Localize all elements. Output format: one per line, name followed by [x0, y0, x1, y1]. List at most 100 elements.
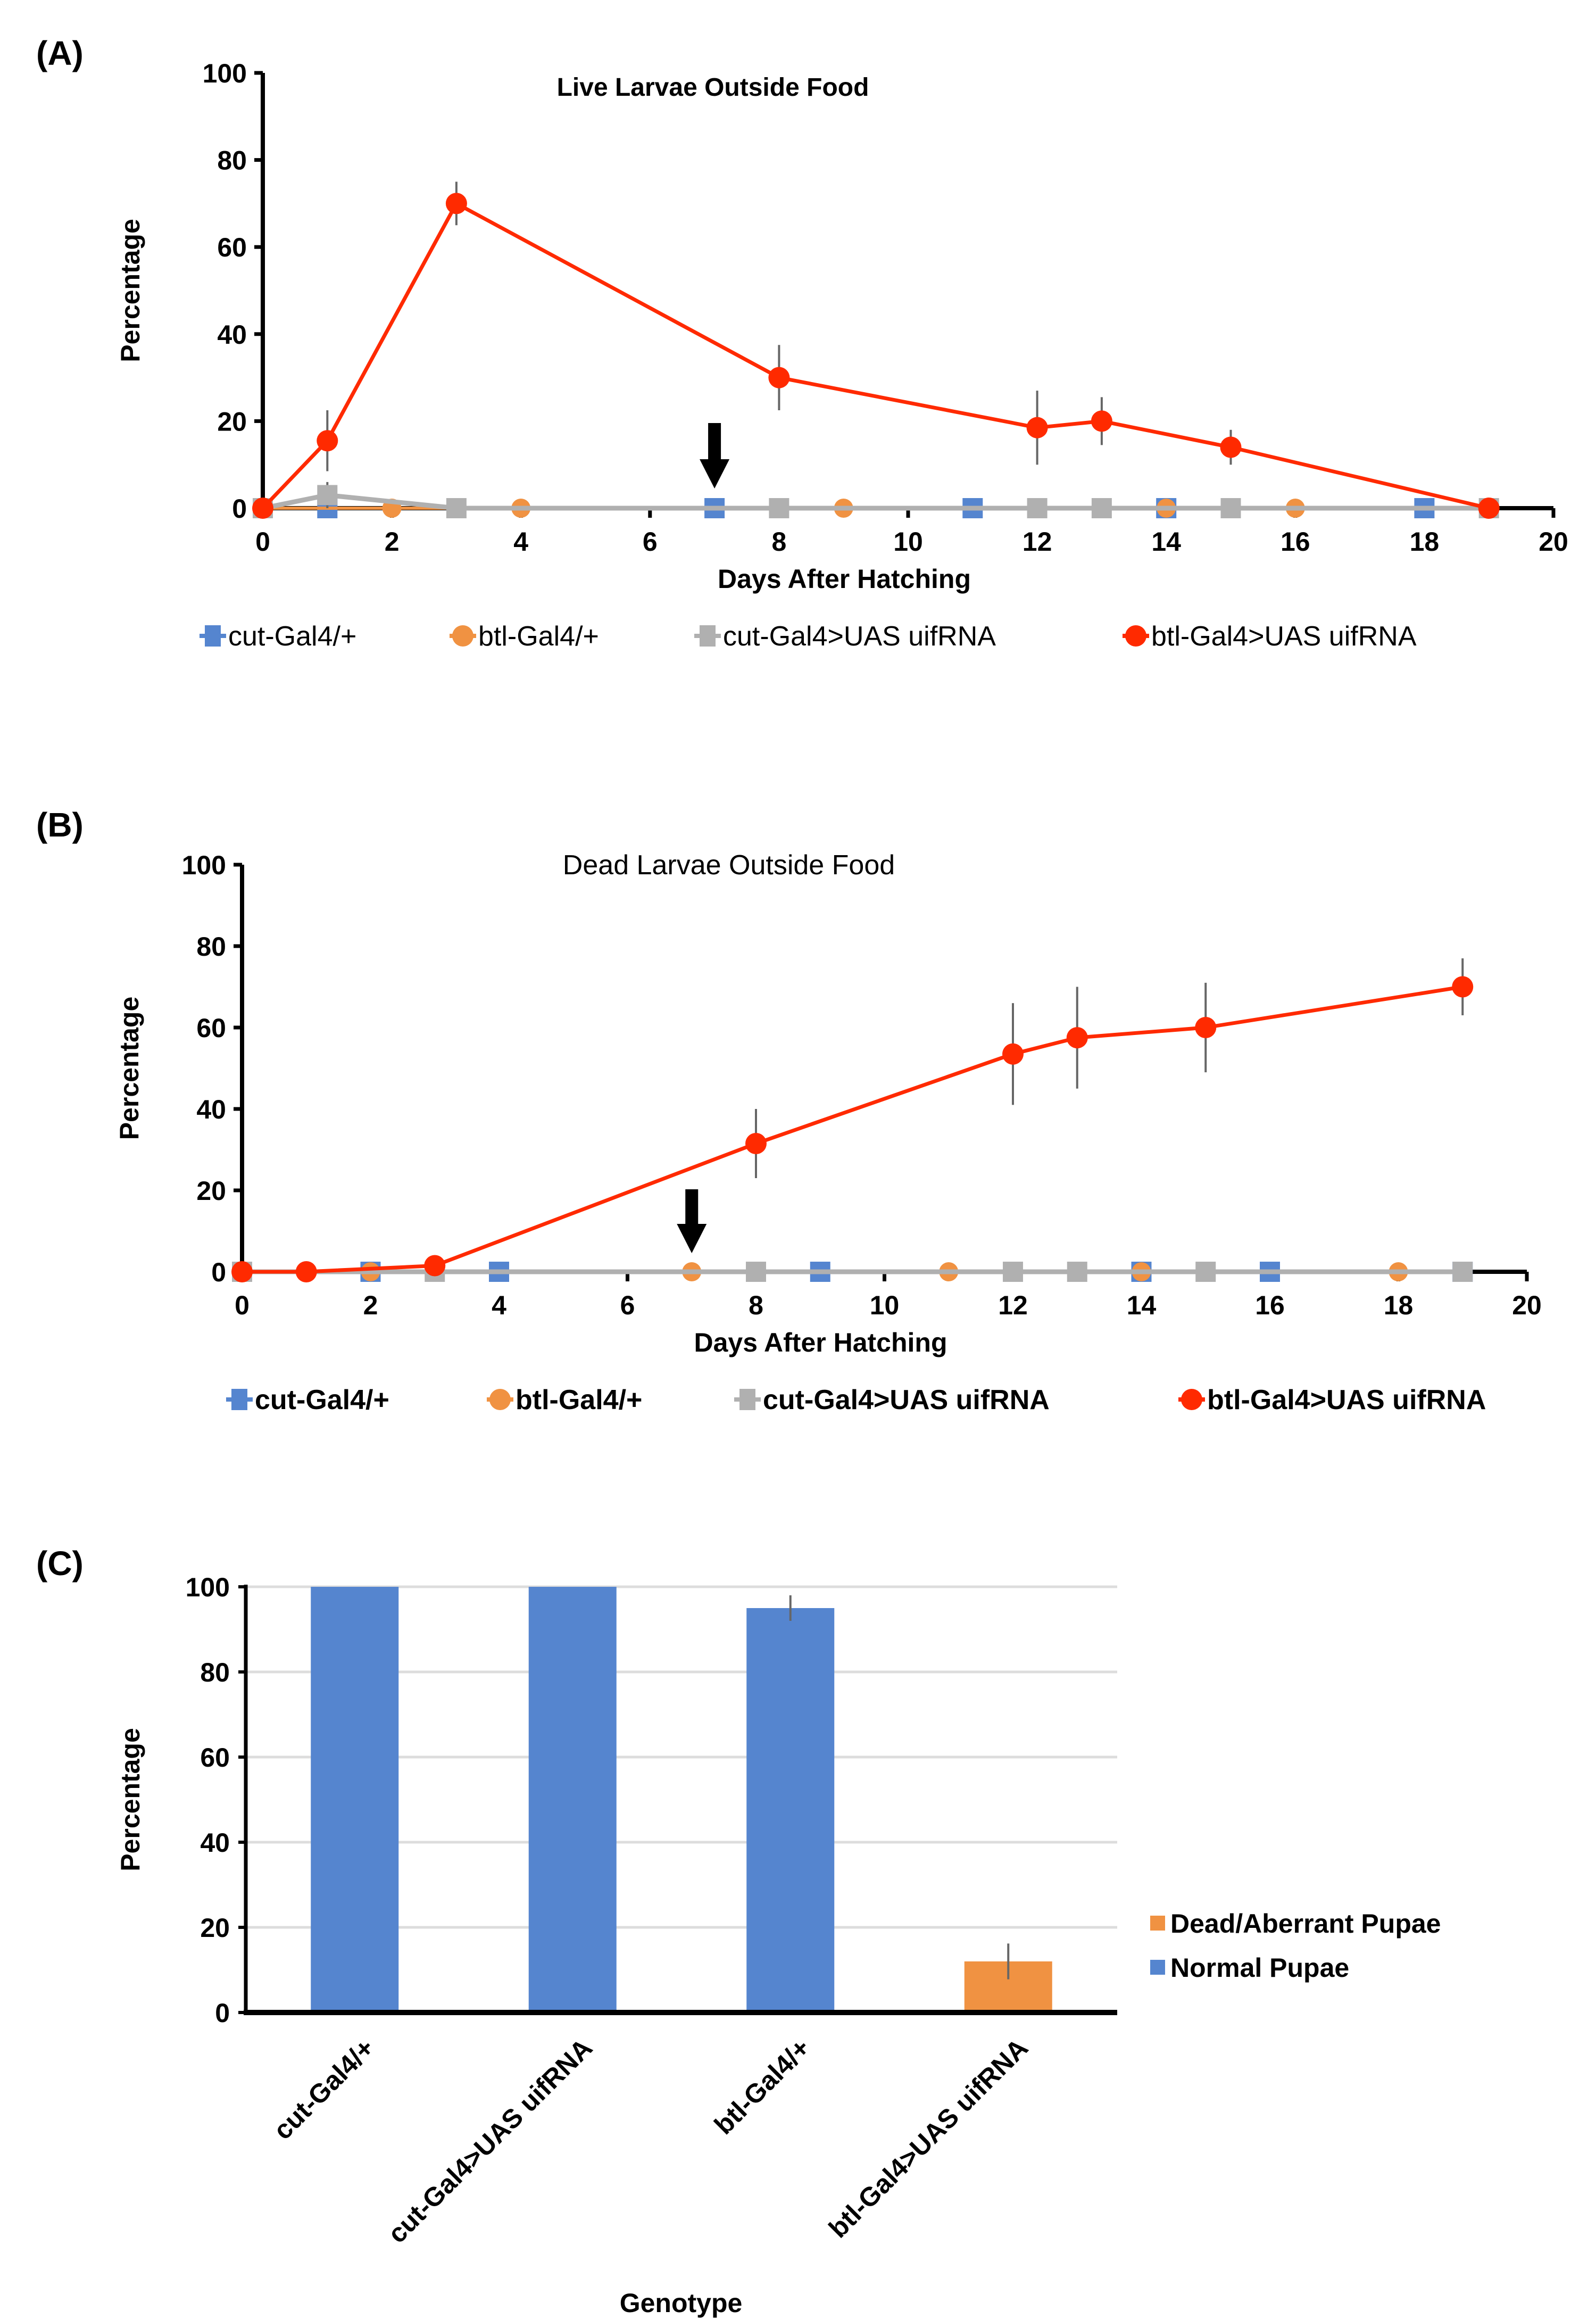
live-larvae-data-point	[769, 498, 789, 518]
dead-larvae-legend-label: cut-Gal4/+	[255, 1385, 389, 1415]
pupae-legend-label: Normal Pupae	[1170, 1953, 1349, 1983]
dead-larvae-legend-marker	[231, 1389, 247, 1410]
dead-larvae-data-point	[1066, 1027, 1088, 1049]
live-larvae-x-tick-label: 12	[1023, 527, 1052, 557]
live-larvae-legend-label: btl-Gal4>UAS uifRNA	[1151, 621, 1417, 652]
live-larvae-x-tick-label: 4	[513, 527, 528, 557]
panel-c: (C) 0 20 40 60 80 100 Percentage cut-Gal4/+ cut-…	[36, 1544, 1441, 2318]
dead-larvae-legend-marker	[739, 1389, 755, 1410]
pupae-legend-swatch	[1150, 1960, 1165, 1975]
pupae-y-tick-label: 20	[200, 1913, 230, 1943]
live-larvae-data-point	[446, 498, 467, 518]
panel-b: (B) Dead Larvae Outside Food020406080100…	[36, 806, 1542, 1415]
pupae-y-axis-title: Percentage	[115, 1728, 145, 1871]
live-larvae-x-tick-label: 16	[1281, 527, 1310, 557]
dead-larvae-y-tick-label: 60	[196, 1013, 226, 1043]
dead-larvae-y-tick-label: 40	[196, 1095, 226, 1124]
panel-label-c: (C)	[36, 1544, 84, 1583]
live-larvae-x-tick-label: 0	[255, 527, 270, 557]
dead-larvae-x-tick-label: 16	[1255, 1290, 1285, 1320]
dead-larvae-chart-title: Dead Larvae Outside Food	[563, 850, 895, 881]
live-larvae-x-tick-label: 8	[771, 527, 786, 557]
pupae-x-tick-label: cut-Gal4>UAS uifRNA	[382, 2033, 598, 2249]
pupae-y-tick-label: 40	[200, 1828, 230, 1858]
dead-larvae-arrow-annotation	[677, 1189, 707, 1253]
dead-larvae-legend-label: cut-Gal4>UAS uifRNA	[763, 1385, 1050, 1415]
dead-larvae-x-tick-label: 8	[749, 1290, 763, 1320]
dead-larvae-data-point	[1195, 1017, 1217, 1038]
live-larvae-legend-label: cut-Gal4>UAS uifRNA	[723, 621, 996, 652]
live-larvae-data-point	[1026, 417, 1048, 438]
dead-larvae-legend-marker	[489, 1389, 511, 1410]
dead-larvae-x-tick-label: 10	[870, 1290, 900, 1320]
live-larvae-data-point	[1478, 498, 1500, 519]
live-larvae-y-tick-label: 80	[217, 146, 247, 176]
dead-larvae-data-point	[1002, 1043, 1024, 1065]
pupae-x-tick-label: btl-Gal4/+	[709, 2033, 816, 2140]
dead-larvae-series-line-3	[242, 985, 1463, 1274]
live-larvae-data-point	[252, 498, 273, 519]
live-larvae-data-point	[317, 430, 338, 452]
live-larvae-series-line-2	[262, 492, 1489, 511]
dead-larvae-y-tick-label: 20	[196, 1176, 226, 1206]
dead-larvae-data-point	[1067, 1262, 1087, 1282]
live-larvae-x-tick-label: 18	[1410, 527, 1440, 557]
dead-larvae-legend-marker	[1181, 1389, 1202, 1410]
live-larvae-y-tick-label: 20	[217, 407, 247, 436]
dead-larvae-x-tick-label: 18	[1384, 1290, 1414, 1320]
pupae-x-axis-title: Genotype	[620, 2288, 743, 2318]
dead-larvae-data-point	[424, 1255, 446, 1277]
live-larvae-legend-marker	[452, 625, 473, 647]
dead-larvae-x-tick-label: 12	[998, 1290, 1028, 1320]
live-larvae-data-point	[1091, 410, 1112, 432]
pupae-legend-label: Dead/Aberrant Pupae	[1170, 1909, 1441, 1939]
dead-larvae-x-tick-label: 6	[620, 1290, 635, 1320]
live-larvae-arrow-annotation	[700, 423, 730, 488]
dead-larvae-data-point	[295, 1261, 317, 1282]
pupae-bar	[746, 1608, 835, 2012]
live-larvae-y-tick-label: 0	[232, 494, 247, 524]
dead-larvae-y-axis-title: Percentage	[114, 997, 144, 1140]
live-larvae-x-axis-title: Days After Hatching	[718, 564, 971, 594]
live-larvae-legend-marker	[1125, 625, 1146, 647]
dead-larvae-x-tick-label: 4	[492, 1290, 506, 1320]
pupae-bar	[311, 1587, 399, 2012]
dead-larvae-data-point	[1195, 1262, 1216, 1282]
live-larvae-y-tick-label: 60	[217, 233, 247, 262]
pupae-y-tick-label: 100	[186, 1572, 230, 1602]
live-larvae-y-tick-label: 40	[217, 320, 247, 350]
live-larvae-y-tick-label: 100	[203, 59, 247, 88]
live-larvae-y-axis-title: Percentage	[115, 219, 145, 362]
pupae-bar	[528, 1587, 617, 2012]
live-larvae-legend-label: cut-Gal4/+	[228, 621, 356, 652]
dead-larvae-data-point	[746, 1262, 766, 1282]
live-larvae-series-line-3	[261, 201, 1490, 510]
live-larvae-data-point	[1027, 498, 1048, 518]
live-larvae-x-tick-label: 6	[643, 527, 658, 557]
dead-larvae-y-tick-label: 0	[211, 1257, 226, 1287]
live-larvae-x-tick-label: 20	[1539, 527, 1568, 557]
live-larvae-legend-marker	[700, 625, 716, 647]
pupae-y-tick-label: 0	[215, 1998, 230, 2028]
live-larvae-data-point	[1091, 498, 1112, 518]
panel-label-b: (B)	[36, 806, 84, 844]
live-larvae-data-point	[1220, 498, 1241, 518]
panel-label-a: (A)	[36, 34, 84, 72]
dead-larvae-legend-label: btl-Gal4/+	[516, 1385, 642, 1415]
live-larvae-data-point	[445, 193, 467, 214]
dead-larvae-x-tick-label: 20	[1512, 1290, 1542, 1320]
dead-larvae-x-tick-label: 14	[1127, 1290, 1157, 1320]
pupae-y-tick-label: 80	[200, 1658, 230, 1687]
live-larvae-chart-title: Live Larvae Outside Food	[557, 73, 869, 102]
live-larvae-x-tick-label: 10	[893, 527, 923, 557]
panel-a: (A) Live Larvae Outside Food020406080100…	[36, 34, 1568, 652]
dead-larvae-y-tick-label: 80	[196, 932, 226, 962]
dead-larvae-data-point	[1452, 1262, 1473, 1282]
live-larvae-legend-marker	[205, 625, 221, 647]
live-larvae-x-tick-label: 2	[385, 527, 400, 557]
pupae-legend-swatch	[1150, 1916, 1165, 1931]
pupae-x-tick-label: btl-Gal4>UAS uifRNA	[823, 2033, 1034, 2243]
dead-larvae-data-point	[1003, 1262, 1023, 1282]
live-larvae-x-tick-label: 14	[1151, 527, 1181, 557]
